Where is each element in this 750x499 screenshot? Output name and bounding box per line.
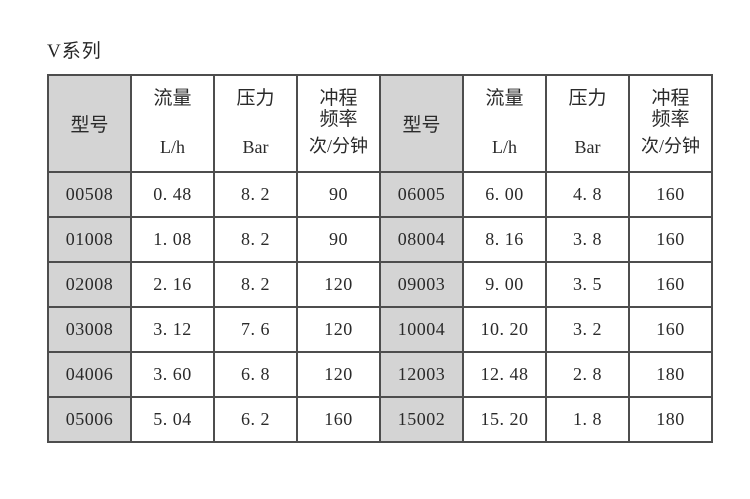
- model-header-left-label: 型号: [70, 115, 109, 136]
- stroke-cell: 160: [628, 261, 713, 308]
- pressure-header-right-label: 压力: [568, 88, 607, 109]
- model-cell: 03008: [47, 306, 132, 353]
- stroke-header-right-label-line1: 冲程: [651, 88, 690, 109]
- stroke-header-left-unit: 次/分钟: [308, 136, 368, 156]
- model-cell: 08004: [379, 216, 464, 263]
- model-cell: 06005: [379, 171, 464, 218]
- pressure-header-right-unit: Bar: [574, 137, 601, 157]
- flow-header-right-unit: L/h: [492, 137, 517, 157]
- model-cell: 15002: [379, 396, 464, 443]
- flow-cell: 5. 04: [130, 396, 215, 443]
- model-header-right: 型号: [379, 74, 464, 173]
- stroke-cell: 160: [296, 396, 381, 443]
- stroke-header-left-label-line1: 冲程: [319, 88, 358, 109]
- stroke-cell: 180: [628, 351, 713, 398]
- stroke-header-right-label-line2: 频率: [651, 109, 690, 131]
- stroke-header-right-unit: 次/分钟: [640, 136, 700, 156]
- table-row: 03008 3. 12 7. 6 120 10004 10. 20 3. 2 1…: [47, 306, 713, 353]
- flow-cell: 6. 00: [462, 171, 547, 218]
- stroke-header-left-label-line2: 频率: [319, 109, 358, 131]
- pressure-cell: 8. 2: [213, 216, 298, 263]
- pressure-cell: 6. 2: [213, 396, 298, 443]
- pressure-cell: 1. 8: [545, 396, 630, 443]
- table-row: 05006 5. 04 6. 2 160 15002 15. 20 1. 8 1…: [47, 396, 713, 443]
- flow-cell: 12. 48: [462, 351, 547, 398]
- pressure-cell: 8. 2: [213, 261, 298, 308]
- flow-cell: 0. 48: [130, 171, 215, 218]
- stroke-header-right: 冲程 频率 次/分钟: [628, 74, 713, 173]
- flow-header-right: 流量 L/h: [462, 74, 547, 173]
- pressure-header-left-label: 压力: [236, 88, 275, 109]
- stroke-cell: 160: [628, 171, 713, 218]
- table-row: 01008 1. 08 8. 2 90 08004 8. 16 3. 8 160: [47, 216, 713, 263]
- flow-cell: 9. 00: [462, 261, 547, 308]
- stroke-cell: 160: [628, 306, 713, 353]
- model-cell: 09003: [379, 261, 464, 308]
- stroke-cell: 160: [628, 216, 713, 263]
- model-header-left: 型号: [47, 74, 132, 173]
- pressure-cell: 3. 2: [545, 306, 630, 353]
- pressure-cell: 7. 6: [213, 306, 298, 353]
- series-title: V系列: [47, 41, 102, 62]
- pressure-cell: 8. 2: [213, 171, 298, 218]
- flow-cell: 8. 16: [462, 216, 547, 263]
- flow-header-left-label: 流量: [153, 88, 192, 109]
- pressure-cell: 4. 8: [545, 171, 630, 218]
- stroke-header-left: 冲程 频率 次/分钟: [296, 74, 381, 173]
- model-cell: 10004: [379, 306, 464, 353]
- flow-header-right-label: 流量: [485, 88, 524, 109]
- pressure-cell: 3. 5: [545, 261, 630, 308]
- model-header-right-label: 型号: [402, 115, 441, 136]
- stroke-cell: 120: [296, 306, 381, 353]
- stroke-cell: 180: [628, 396, 713, 443]
- model-cell: 00508: [47, 171, 132, 218]
- table-row: 00508 0. 48 8. 2 90 06005 6. 00 4. 8 160: [47, 171, 713, 218]
- flow-cell: 3. 60: [130, 351, 215, 398]
- pressure-header-left-unit: Bar: [242, 137, 269, 157]
- pressure-cell: 3. 8: [545, 216, 630, 263]
- flow-cell: 1. 08: [130, 216, 215, 263]
- table-row: 04006 3. 60 6. 8 120 12003 12. 48 2. 8 1…: [47, 351, 713, 398]
- stroke-cell: 90: [296, 171, 381, 218]
- flow-cell: 2. 16: [130, 261, 215, 308]
- model-cell: 05006: [47, 396, 132, 443]
- flow-cell: 10. 20: [462, 306, 547, 353]
- pressure-header-left: 压力 Bar: [213, 74, 298, 173]
- model-cell: 02008: [47, 261, 132, 308]
- pressure-cell: 2. 8: [545, 351, 630, 398]
- pressure-header-right: 压力 Bar: [545, 74, 630, 173]
- stroke-cell: 90: [296, 216, 381, 263]
- model-cell: 01008: [47, 216, 132, 263]
- flow-header-left: 流量 L/h: [130, 74, 215, 173]
- stroke-cell: 120: [296, 261, 381, 308]
- spec-table: 型号 流量 L/h 压力 Bar 冲程 频率: [47, 74, 713, 443]
- header-row: 型号 流量 L/h 压力 Bar 冲程 频率: [47, 74, 713, 173]
- flow-header-left-unit: L/h: [160, 137, 185, 157]
- model-cell: 12003: [379, 351, 464, 398]
- stroke-cell: 120: [296, 351, 381, 398]
- model-cell: 04006: [47, 351, 132, 398]
- pressure-cell: 6. 8: [213, 351, 298, 398]
- flow-cell: 15. 20: [462, 396, 547, 443]
- table-row: 02008 2. 16 8. 2 120 09003 9. 00 3. 5 16…: [47, 261, 713, 308]
- flow-cell: 3. 12: [130, 306, 215, 353]
